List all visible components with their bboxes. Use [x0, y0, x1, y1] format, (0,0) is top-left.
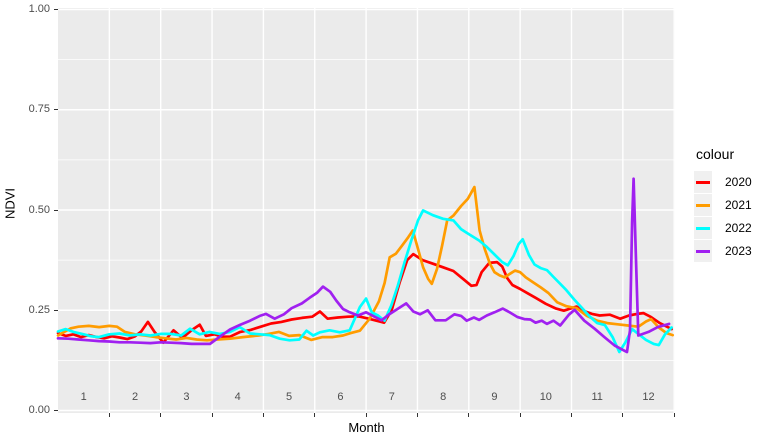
legend-label: 2021 — [725, 198, 752, 212]
legend-key — [694, 217, 712, 239]
legend-label: 2020 — [725, 175, 752, 189]
legend-key-line — [696, 249, 710, 253]
x-tick-mark — [314, 413, 316, 417]
x-tick-mark — [673, 413, 675, 417]
legend-key-line — [696, 180, 710, 184]
y-tick-label: 0.50 — [28, 203, 50, 216]
y-tick-mark — [54, 9, 58, 10]
x-month-label: 10 — [539, 391, 552, 403]
x-month-label: 8 — [440, 391, 447, 403]
legend-entry-2021: 2021 — [694, 194, 752, 216]
legend-label: 2022 — [725, 221, 752, 235]
x-tick-mark — [160, 413, 162, 417]
legend-key-line — [696, 226, 710, 230]
x-axis-title: Month — [348, 420, 385, 435]
x-month-label: 2 — [131, 391, 139, 403]
y-tick-mark — [54, 209, 58, 211]
y-tick-mark — [54, 109, 58, 111]
legend-entry-2022: 2022 — [694, 217, 752, 239]
legend-key-line — [696, 203, 710, 207]
x-tick-mark — [519, 413, 521, 417]
x-month-label: 11 — [591, 391, 603, 403]
y-tick-label: 1.00 — [28, 3, 50, 15]
legend: colour 2020 2021 2022 2023 — [694, 146, 752, 263]
legend-entry-2020: 2020 — [694, 171, 752, 193]
y-tick-mark — [54, 410, 58, 411]
x-month-label: 3 — [183, 391, 190, 403]
legend-key — [694, 171, 712, 193]
legend-entry-2023: 2023 — [694, 240, 752, 262]
x-tick-mark — [365, 413, 367, 417]
x-month-label: 12 — [642, 391, 655, 403]
x-month-label: 7 — [388, 391, 395, 403]
x-tick-mark — [211, 413, 213, 417]
x-month-label: 5 — [286, 391, 293, 403]
x-month-label: 1 — [80, 391, 87, 403]
y-tick-label: 0.00 — [28, 404, 50, 416]
legend-label: 2023 — [725, 244, 752, 258]
series-line-2022 — [56, 209, 673, 354]
x-tick-mark — [468, 413, 470, 417]
series-line-2021 — [56, 185, 675, 342]
legend-key — [694, 194, 712, 216]
x-tick-mark — [108, 413, 110, 417]
legend-rows: 2020 2021 2022 2023 — [694, 171, 752, 262]
legend-title: colour — [696, 146, 735, 162]
series-line-2023 — [56, 177, 671, 354]
x-month-label: 4 — [234, 391, 241, 403]
x-tick-mark — [571, 413, 572, 417]
x-month-label: 6 — [337, 391, 344, 403]
x-tick-mark — [262, 413, 264, 417]
x-month-label: 9 — [491, 391, 498, 403]
legend-key — [694, 240, 712, 262]
y-tick-label: 0.25 — [28, 303, 50, 316]
x-tick-mark — [622, 413, 624, 417]
y-tick-label: 0.75 — [28, 103, 50, 116]
y-tick-mark — [54, 309, 58, 311]
x-tick-mark — [416, 413, 418, 417]
series-line-2020 — [56, 252, 673, 345]
